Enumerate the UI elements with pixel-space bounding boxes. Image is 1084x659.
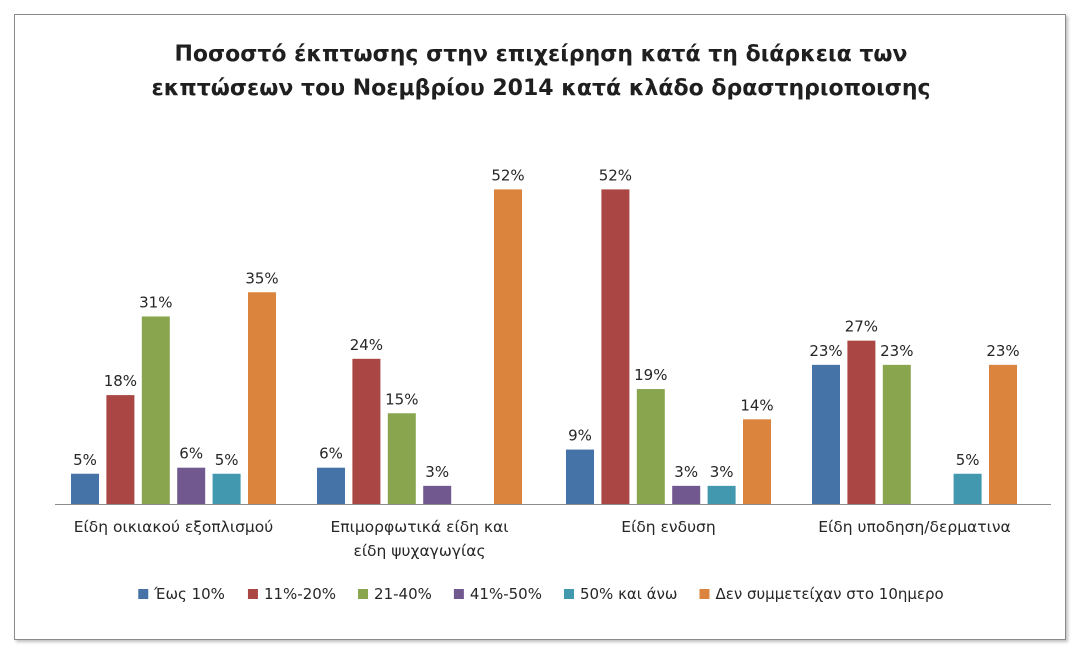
bar xyxy=(601,189,630,504)
legend-label: 50% και άνω xyxy=(580,585,678,603)
data-label: 6% xyxy=(179,445,203,463)
data-label: 15% xyxy=(385,390,418,408)
data-label: 24% xyxy=(350,336,383,354)
legend-label: 21-40% xyxy=(374,585,432,603)
category-label: Είδη ενδυση xyxy=(621,518,715,536)
bar xyxy=(177,467,206,504)
legend-swatch xyxy=(453,589,464,599)
chart-title-line: εκπτώσεων του Νοεμβρίου 2014 κατά κλάδο … xyxy=(151,76,930,101)
legend-swatch xyxy=(563,589,574,599)
legend-swatch xyxy=(358,589,369,599)
chart-title-line: Ποσοστό έκπτωσης στην επιχείρηση κατά τη… xyxy=(174,42,907,67)
data-label: 23% xyxy=(986,342,1019,360)
bar xyxy=(812,364,840,504)
data-label: 23% xyxy=(880,342,913,360)
data-label: 31% xyxy=(139,293,172,311)
bar xyxy=(423,485,452,504)
data-label: 18% xyxy=(104,372,137,390)
legend-swatch xyxy=(138,589,149,599)
data-label: 5% xyxy=(956,451,980,469)
chart-frame: Ποσοστό έκπτωσης στην επιχείρηση κατά τη… xyxy=(14,14,1066,640)
category-label: είδη ψυχαγωγίας xyxy=(353,542,485,560)
data-label: 3% xyxy=(425,463,449,481)
category-label: Είδη οικιακού εξοπλισμού xyxy=(74,518,274,536)
bar xyxy=(248,292,276,504)
legend-label: Έως 10% xyxy=(153,585,225,603)
data-label: 14% xyxy=(740,396,773,414)
data-label: 23% xyxy=(809,342,842,360)
legend-swatch xyxy=(699,589,710,599)
bar xyxy=(743,419,771,504)
category-label: Είδη υποδηση/δερματινα xyxy=(818,518,1010,536)
bar xyxy=(707,485,736,504)
legend-label: Δεν συμμετείχαν στο 10ημερο xyxy=(715,585,943,603)
data-label: 27% xyxy=(845,318,878,336)
bar xyxy=(953,473,982,504)
data-label: 19% xyxy=(634,366,667,384)
category-label: Επιμορφωτικά είδη και xyxy=(330,518,508,536)
data-label: 52% xyxy=(599,166,632,184)
bar xyxy=(566,449,594,504)
bar xyxy=(847,340,876,504)
chart-svg: Ποσοστό έκπτωσης στην επιχείρηση κατά τη… xyxy=(55,42,1051,603)
data-label: 5% xyxy=(215,451,239,469)
legend-label: 41%-50% xyxy=(470,585,542,603)
data-label: 35% xyxy=(245,269,278,287)
bar xyxy=(106,395,135,504)
bar xyxy=(882,364,911,504)
bar xyxy=(672,485,701,504)
data-label: 5% xyxy=(73,451,97,469)
bar xyxy=(494,189,522,504)
legend-label: 11%-20% xyxy=(264,585,336,603)
data-label: 52% xyxy=(491,166,524,184)
bar xyxy=(212,473,241,504)
bar xyxy=(317,467,345,504)
data-label: 3% xyxy=(674,463,698,481)
legend-swatch xyxy=(247,589,258,599)
data-label: 6% xyxy=(319,445,343,463)
bar xyxy=(636,389,665,504)
bar xyxy=(141,316,170,504)
bar xyxy=(71,473,99,504)
data-label: 3% xyxy=(710,463,734,481)
bar xyxy=(989,364,1017,504)
bar xyxy=(352,358,381,504)
bar xyxy=(387,413,416,504)
data-label: 9% xyxy=(568,427,592,445)
